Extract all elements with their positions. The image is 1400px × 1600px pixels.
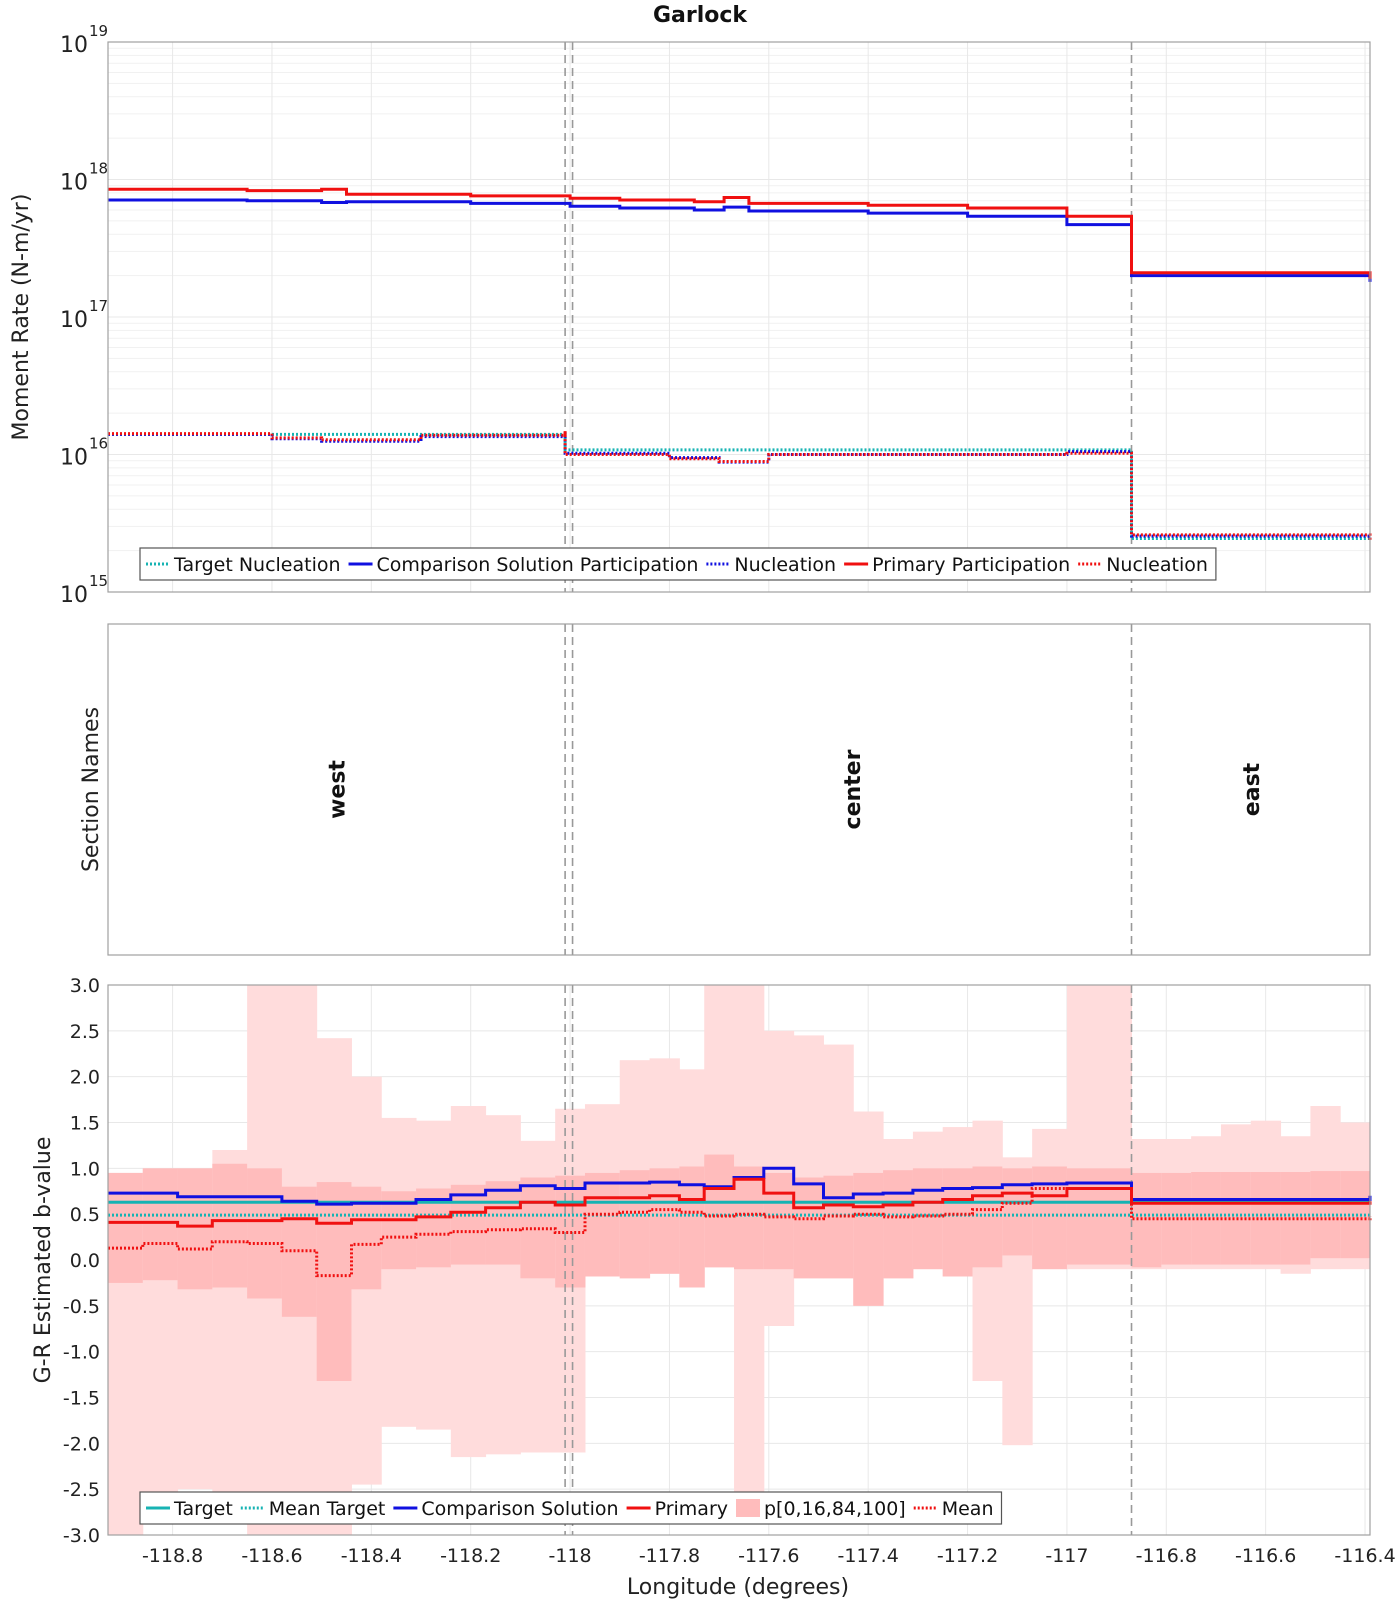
y-tick-exponent: 15 — [89, 572, 108, 590]
percentile-band-inner — [212, 1163, 248, 1288]
legend-entry-label: Nucleation — [734, 554, 836, 576]
percentile-band-inner — [763, 1172, 795, 1270]
plot-frame — [107, 984, 1371, 1536]
percentile-band-inner — [584, 1172, 621, 1277]
legend-entry-label: Comparison Solution — [421, 1498, 618, 1520]
y-tick-label: 10 — [60, 446, 88, 471]
y-tick-label: -2.0 — [63, 1433, 100, 1455]
y-tick-label: -3.0 — [63, 1525, 100, 1547]
y-tick-label: 3.0 — [70, 975, 100, 997]
y-tick-label: 0.0 — [70, 1250, 100, 1272]
x-tick-label: -118 — [549, 1545, 592, 1567]
x-tick-label: -118.4 — [341, 1545, 402, 1567]
y-tick-label: -1.0 — [63, 1342, 100, 1364]
legend-entry-label: Comparison Solution Participation — [377, 554, 699, 576]
y-tick-label: 10 — [60, 308, 88, 333]
percentile-band-inner — [942, 1168, 974, 1277]
x-tick-label: -116.8 — [1136, 1545, 1197, 1567]
section-name-label: west — [326, 760, 351, 819]
y-tick-exponent: 16 — [89, 435, 108, 453]
plot-background — [108, 624, 1370, 955]
percentile-band-inner — [1002, 1168, 1033, 1256]
legend-entry-label: Primary Participation — [872, 554, 1070, 576]
series-line — [108, 1177, 1372, 1228]
y-axis-label: Section Names — [79, 707, 104, 872]
percentile-band-inner — [649, 1168, 680, 1274]
x-tick-label: -117.2 — [937, 1545, 998, 1567]
y-axis-label: Moment Rate (N-m/yr) — [9, 194, 34, 441]
percentile-band-inner — [485, 1181, 521, 1265]
y-axis-label: G-R Estimated b-value — [31, 1137, 56, 1384]
y-tick-label: -2.5 — [63, 1479, 100, 1501]
legend-box — [139, 547, 1217, 581]
y-tick-label: -0.5 — [63, 1296, 100, 1318]
x-axis-label: Longitude (degrees) — [627, 1575, 849, 1600]
series-line — [108, 198, 1372, 282]
percentile-band-inner — [972, 1166, 1003, 1268]
legend-swatch — [736, 1499, 760, 1517]
percentile-band-inner — [704, 1154, 735, 1268]
x-tick-label: -117.6 — [738, 1545, 799, 1567]
series-line — [108, 187, 1372, 279]
x-tick-label: -118.2 — [440, 1545, 501, 1567]
percentile-band-inner — [142, 1168, 179, 1281]
y-tick-label: 1.5 — [70, 1113, 100, 1135]
percentile-band-inner — [883, 1170, 914, 1279]
percentile-band-inner — [247, 1168, 283, 1299]
x-tick-label: -118.8 — [142, 1545, 203, 1567]
y-tick-label: 10 — [60, 171, 88, 196]
y-tick-label: 1.0 — [70, 1158, 100, 1180]
percentile-band-inner — [619, 1170, 651, 1279]
x-tick-label: -117.4 — [838, 1545, 899, 1567]
y-tick-exponent: 18 — [89, 160, 108, 178]
y-tick-label: 2.0 — [70, 1067, 100, 1089]
percentile-band-inner — [450, 1184, 487, 1265]
legend-entry-label: Mean — [942, 1498, 994, 1520]
b-value-panel: -3.0 -2.5 -2.0 -1.5 -1.0 -0.5 0.0 0.5 1.0 1.5 2.0 2… — [31, 975, 1396, 1567]
section-name-label: east — [1240, 762, 1265, 816]
legend-entry-label: Primary — [655, 1498, 728, 1520]
percentile-band-outer — [416, 1120, 452, 1430]
percentile-band-inner — [823, 1175, 854, 1279]
plot-frame — [107, 623, 1371, 956]
x-tick-label: -116.6 — [1235, 1545, 1296, 1567]
legend-entry-label: Target — [173, 1498, 233, 1520]
y-tick-label: 10 — [60, 583, 88, 608]
percentile-band-inner — [177, 1168, 213, 1290]
chart-title: Garlock — [653, 3, 748, 28]
series-line — [108, 1187, 1372, 1278]
legend-entry-label: Target Nucleation — [173, 554, 341, 576]
section-names-panel: west center east Section Names — [79, 623, 1371, 956]
x-tick-label: -116.4 — [1334, 1545, 1395, 1567]
percentile-band-inner — [793, 1177, 824, 1279]
plot-frame — [107, 41, 1371, 593]
percentile-band-outer — [381, 1117, 417, 1427]
y-tick-label: 0.5 — [70, 1204, 100, 1226]
legend-entry-label: Nucleation — [1106, 554, 1208, 576]
x-tick-label: -117.8 — [639, 1545, 700, 1567]
y-tick-label: 10 — [60, 33, 88, 58]
percentile-band-inner — [734, 1166, 765, 1270]
y-tick-label: -1.5 — [63, 1388, 100, 1410]
y-tick-exponent: 17 — [89, 297, 108, 315]
percentile-band-inner — [912, 1168, 944, 1270]
legend-entry-label: p[0,16,84,100] — [764, 1498, 906, 1520]
x-tick-label: -117 — [1045, 1545, 1088, 1567]
percentile-band-inner — [679, 1166, 705, 1288]
percentile-band-inner — [108, 1172, 144, 1283]
legend-box — [139, 1491, 1003, 1525]
section-name-label: center — [841, 749, 866, 829]
percentile-band-outer — [450, 1106, 487, 1458]
y-tick-label: 2.5 — [70, 1021, 100, 1043]
series-line — [108, 431, 1372, 540]
percentile-band-inner — [316, 1182, 352, 1381]
percentile-band-outer — [485, 1115, 521, 1455]
legend-entry-label: Mean Target — [269, 1498, 386, 1520]
percentile-band-inner — [1032, 1166, 1068, 1270]
x-tick-label: -118.6 — [241, 1545, 302, 1567]
y-tick-exponent: 19 — [89, 22, 108, 40]
